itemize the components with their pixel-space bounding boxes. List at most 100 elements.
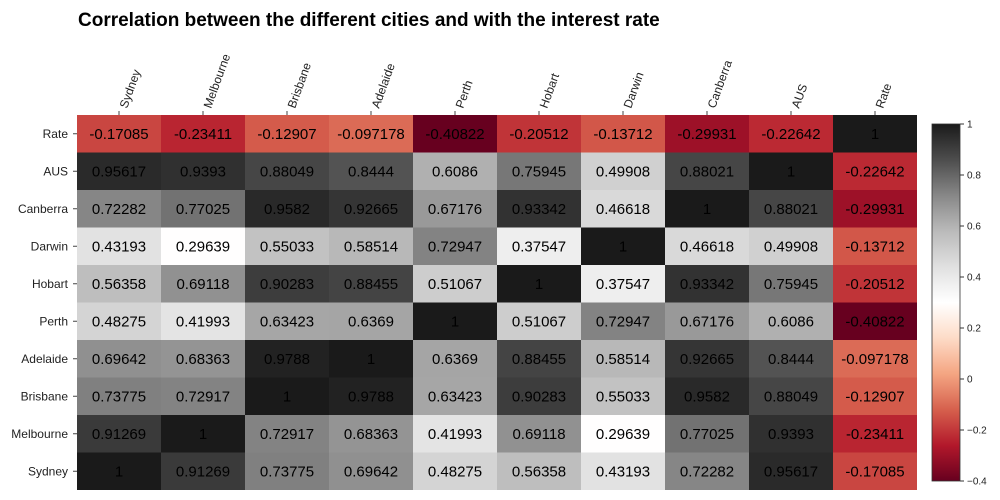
cell-label: 0.41993 xyxy=(428,426,482,443)
heatmap-cell xyxy=(749,115,833,153)
heatmap-cell xyxy=(413,340,497,378)
heatmap-cell xyxy=(665,340,749,378)
cell-label: 0.41993 xyxy=(176,313,230,330)
heatmap-cell xyxy=(665,265,749,303)
heatmap-cell xyxy=(413,115,497,153)
cell-label: 0.77025 xyxy=(176,201,230,218)
cell-label: 0.75945 xyxy=(764,276,818,293)
heatmap-cell xyxy=(833,340,917,378)
cell-label: 1 xyxy=(199,426,207,443)
cell-label: 0.88049 xyxy=(764,388,818,405)
heatmap-cell xyxy=(581,377,665,415)
column-label: Hobart xyxy=(537,71,563,110)
heatmap-cell xyxy=(749,452,833,490)
cell-label: 0.49908 xyxy=(596,163,650,180)
cell-label: 0.6369 xyxy=(348,313,394,330)
heatmap-cell xyxy=(665,152,749,190)
cell-label: -0.22642 xyxy=(761,126,820,143)
heatmap-cell xyxy=(161,302,245,340)
heatmap-cell xyxy=(161,377,245,415)
heatmap-cell xyxy=(245,377,329,415)
heatmap-cell xyxy=(833,190,917,228)
heatmap-cell xyxy=(245,302,329,340)
heatmap-cell xyxy=(245,190,329,228)
cell-label: -0.13712 xyxy=(593,126,652,143)
heatmap-cell xyxy=(665,452,749,490)
heatmap-cell xyxy=(497,190,581,228)
cell-label: 0.93342 xyxy=(680,276,734,293)
cell-label: 1 xyxy=(115,463,123,480)
cell-label: 0.37547 xyxy=(596,276,650,293)
heatmap-cell xyxy=(77,377,161,415)
heatmap-cell xyxy=(413,227,497,265)
cell-label: 0.8444 xyxy=(768,351,814,368)
heatmap-cell xyxy=(749,415,833,453)
cell-label: 0.88021 xyxy=(680,163,734,180)
cell-label: 0.91269 xyxy=(92,426,146,443)
cell-label: 0.51067 xyxy=(428,276,482,293)
heatmap-cell xyxy=(77,340,161,378)
heatmap-cell xyxy=(665,227,749,265)
cell-label: 0.68363 xyxy=(176,351,230,368)
column-labels: Sydney Melbourne Brisbane Adelaide Perth Hoba… xyxy=(117,52,895,115)
cell-label: -0.40822 xyxy=(425,126,484,143)
cell-label: -0.20512 xyxy=(845,276,904,293)
heatmap-cell xyxy=(329,340,413,378)
colorbar-tick-label: 0.2 xyxy=(967,324,981,335)
cell-label: 0.73775 xyxy=(260,463,314,480)
cell-label: 0.55033 xyxy=(260,238,314,255)
heatmap-cell xyxy=(161,415,245,453)
heatmap-cell xyxy=(665,115,749,153)
cell-label: 0.51067 xyxy=(512,313,566,330)
heatmap-cell xyxy=(665,377,749,415)
cell-label: -0.29931 xyxy=(845,201,904,218)
heatmap-cell xyxy=(833,452,917,490)
chart-title: Correlation between the different cities… xyxy=(78,10,660,31)
cell-label: 0.68363 xyxy=(344,426,398,443)
column-label: Darwin xyxy=(621,70,647,110)
heatmap-cell xyxy=(161,152,245,190)
heatmap-cell xyxy=(833,152,917,190)
cell-label: 0.43193 xyxy=(92,238,146,255)
heatmap-cell xyxy=(749,152,833,190)
cell-label: 0.6369 xyxy=(432,351,478,368)
cell-label: 0.69118 xyxy=(176,276,229,293)
heatmap-cell xyxy=(245,415,329,453)
cell-label: 0.67176 xyxy=(428,201,482,218)
heatmap-cell xyxy=(665,415,749,453)
heatmap-cell xyxy=(497,152,581,190)
heatmap-cell xyxy=(581,302,665,340)
heatmap-cell xyxy=(833,265,917,303)
heatmap-cell xyxy=(329,302,413,340)
cell-label: 0.58514 xyxy=(344,238,398,255)
cell-label: 0.6086 xyxy=(432,163,478,180)
cell-label: 1 xyxy=(535,276,543,293)
cell-label: 0.90283 xyxy=(260,276,314,293)
cell-label: 0.43193 xyxy=(596,463,650,480)
column-label: Perth xyxy=(453,78,476,110)
cell-label: 0.72947 xyxy=(596,313,650,330)
cell-label: 0.56358 xyxy=(92,276,146,293)
column-label: Melbourne xyxy=(201,52,234,110)
heatmap-cell xyxy=(581,340,665,378)
cell-label: 0.92665 xyxy=(344,201,398,218)
cell-label: 0.9788 xyxy=(348,388,394,405)
cell-label: -0.097178 xyxy=(337,126,405,143)
cell-label: 0.8444 xyxy=(348,163,394,180)
row-label: Rate xyxy=(43,127,69,141)
heatmap-cell xyxy=(245,452,329,490)
cell-label: 0.58514 xyxy=(596,351,650,368)
heatmap-cell xyxy=(581,265,665,303)
heatmap-cells: -0.17085 -0.23411 -0.12907 -0.097178 -0.4082… xyxy=(77,115,917,490)
heatmap-cell xyxy=(77,415,161,453)
heatmap-cell xyxy=(497,265,581,303)
heatmap-cell xyxy=(749,227,833,265)
heatmap-cell xyxy=(497,340,581,378)
cell-label: 0.95617 xyxy=(764,463,818,480)
heatmap-cell xyxy=(497,452,581,490)
heatmap-cell xyxy=(77,190,161,228)
cell-label: 0.88455 xyxy=(512,351,566,368)
cell-label: 0.92665 xyxy=(680,351,734,368)
heatmap-cell xyxy=(161,115,245,153)
heatmap-cell xyxy=(665,302,749,340)
